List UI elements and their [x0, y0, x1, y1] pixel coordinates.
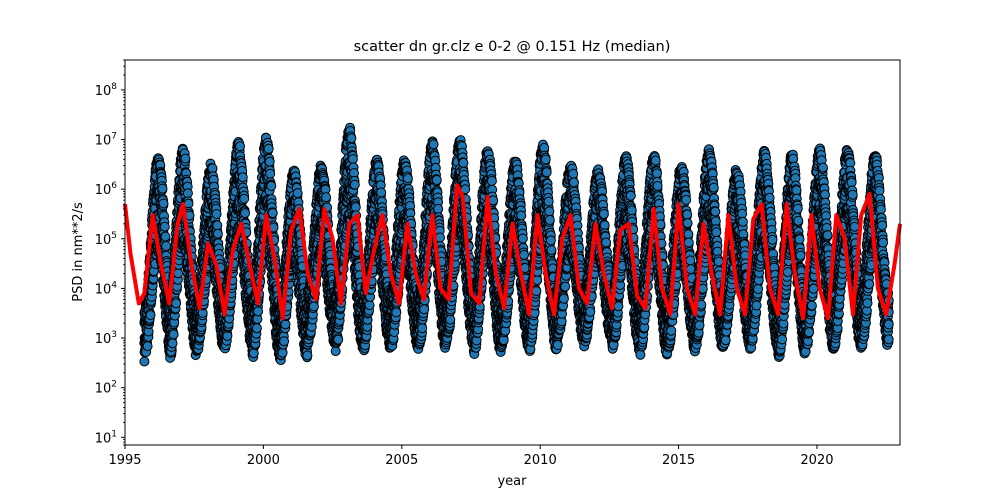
data-point	[292, 188, 303, 199]
data-point	[160, 231, 171, 242]
data-point	[376, 187, 387, 198]
data-point	[321, 192, 332, 203]
data-point	[171, 298, 182, 309]
data-point	[168, 329, 179, 340]
data-point	[333, 334, 344, 345]
data-point	[157, 183, 168, 194]
data-point	[248, 348, 259, 359]
data-point	[402, 173, 413, 184]
data-point	[212, 220, 223, 231]
data-point	[237, 172, 248, 183]
data-point	[347, 154, 358, 165]
data-point	[239, 193, 250, 204]
data-point	[445, 314, 456, 325]
data-point	[346, 133, 357, 144]
chart-title: scatter dn gr.clz e 0-2 @ 0.151 Hz (medi…	[354, 39, 671, 55]
data-point	[240, 208, 251, 219]
data-point	[267, 208, 278, 218]
data-point	[349, 179, 360, 190]
data-point	[263, 143, 274, 154]
data-point	[251, 323, 262, 334]
data-point	[264, 156, 275, 167]
data-point	[266, 181, 277, 191]
data-point	[308, 301, 319, 312]
data-point	[180, 153, 191, 164]
data-point	[222, 330, 233, 341]
data-point	[279, 336, 290, 347]
data-point	[139, 356, 150, 367]
data-point	[433, 203, 444, 214]
data-point	[364, 300, 375, 311]
data-point	[167, 338, 178, 349]
data-point	[419, 304, 430, 315]
data-point	[391, 307, 402, 318]
data-point	[350, 202, 361, 213]
data-point	[161, 241, 172, 251]
data-point	[280, 319, 291, 330]
data-point	[235, 141, 245, 152]
data-point	[431, 175, 442, 185]
data-point	[145, 310, 156, 321]
data-point	[265, 168, 276, 179]
data-point	[142, 341, 153, 352]
data-point	[277, 347, 288, 358]
data-point	[253, 306, 264, 317]
data-point	[158, 198, 169, 209]
data-point	[211, 209, 222, 219]
data-point	[302, 350, 313, 361]
data-point	[428, 139, 439, 150]
data-point	[417, 323, 428, 334]
data-point	[159, 221, 170, 232]
data-point	[212, 228, 223, 239]
data-point	[173, 268, 184, 279]
